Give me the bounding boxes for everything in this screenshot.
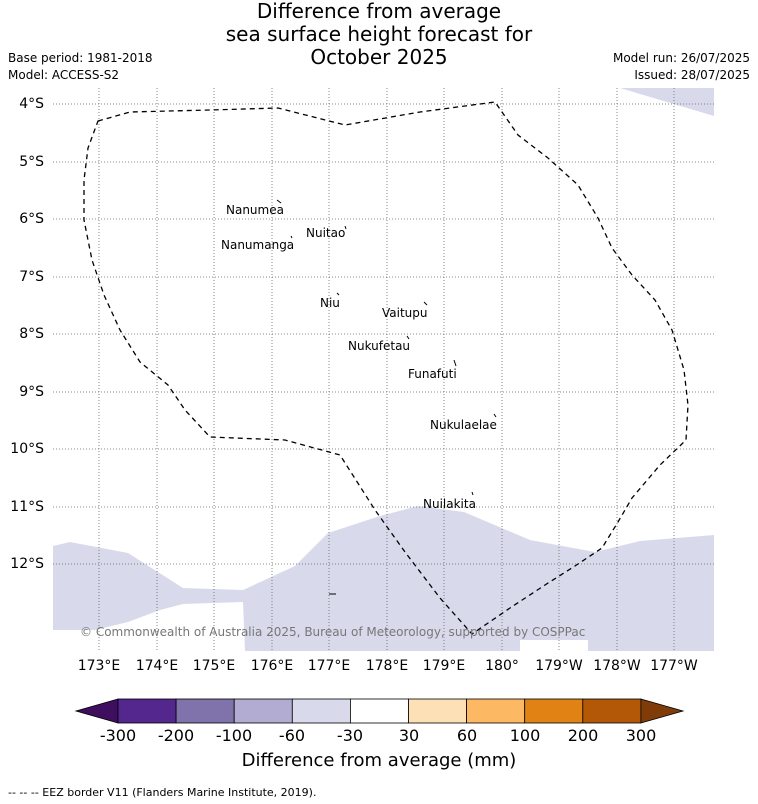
place-label-funafuti: Funafuti xyxy=(408,367,457,381)
colorbar-title: Difference from average (mm) xyxy=(241,750,517,771)
colorbar-segment xyxy=(524,698,584,724)
place-label-nanumea: Nanumea xyxy=(226,203,284,217)
place-label-niu: Niu xyxy=(320,296,340,310)
colorbar-segment xyxy=(175,698,235,724)
graticule xyxy=(53,88,714,651)
colorbar-tick: -30 xyxy=(336,726,364,745)
chart-title: Difference from average sea surface heig… xyxy=(0,0,758,69)
colorbar-segment xyxy=(233,698,293,724)
place-label-nuilakita: Nuilakita xyxy=(423,497,476,511)
title-line-2: sea surface height forecast for xyxy=(225,22,533,46)
colorbar-segment xyxy=(466,698,526,724)
copyright-notice: © Commonwealth of Australia 2025, Bureau… xyxy=(80,625,586,639)
lon-label: 179°W xyxy=(535,658,583,674)
colorbar-tick: 60 xyxy=(456,726,478,745)
colorbar-segment xyxy=(291,698,351,724)
lat-label: 11°S xyxy=(10,499,44,515)
place-label-nukulaelae: Nukulaelae xyxy=(430,418,497,432)
island-niu xyxy=(336,292,340,296)
colorbar-segment xyxy=(408,698,467,724)
colorbar-segment xyxy=(349,698,409,724)
lon-label: 180° xyxy=(485,658,519,674)
run-info: Model run: 26/07/2025 Issued: 28/07/2025 xyxy=(613,50,750,84)
issued-date: Issued: 28/07/2025 xyxy=(634,68,750,82)
lat-label: 8°S xyxy=(19,326,44,342)
lon-label: 175°E xyxy=(192,658,236,674)
lat-label: 6°S xyxy=(19,211,44,227)
title-line-1: Difference from average xyxy=(256,0,502,23)
colorbar xyxy=(74,698,685,724)
title-line-3: October 2025 xyxy=(310,45,448,69)
place-label-vaitupu: Vaitupu xyxy=(382,306,428,320)
colorbar-tick: -300 xyxy=(99,726,137,745)
lat-label: 5°S xyxy=(19,154,44,170)
island-vaitupu xyxy=(423,301,428,306)
lon-label: 178°W xyxy=(593,658,641,674)
island-nanumanga xyxy=(290,235,293,239)
colorbar-tick: -60 xyxy=(278,726,306,745)
island-nukulaelae xyxy=(493,413,497,418)
lon-label: 174°E xyxy=(135,658,179,674)
colorbar-segment xyxy=(117,698,177,724)
island-nuitao xyxy=(344,225,347,230)
island-nuilakita xyxy=(471,491,474,496)
lat-label: 12°S xyxy=(10,556,44,572)
eez-border xyxy=(83,101,689,635)
colorbar-tick: -100 xyxy=(215,726,253,745)
islands xyxy=(276,199,497,595)
island-nanumea xyxy=(276,199,282,204)
base-period: Base period: 1981-2018 xyxy=(8,51,153,65)
colorbar-tick: 100 xyxy=(509,726,541,745)
lat-label: 4°S xyxy=(19,96,44,112)
anomaly-hole xyxy=(53,602,245,651)
lon-label: 179°E xyxy=(422,658,466,674)
lon-label: 177°E xyxy=(307,658,351,674)
lat-label: 9°S xyxy=(19,384,44,400)
lon-label: 173°E xyxy=(77,658,121,674)
colorbar-arrow-low xyxy=(74,698,119,724)
lon-label: 178°E xyxy=(365,658,409,674)
island-nukufetau xyxy=(406,335,410,340)
place-label-nanumanga: Nanumanga xyxy=(221,238,295,252)
model-name: Model: ACCESS-S2 xyxy=(8,68,120,82)
base-period-info: Base period: 1981-2018 Model: ACCESS-S2 xyxy=(8,50,153,84)
lat-label: 10°S xyxy=(10,441,44,457)
place-label-nuitao: Nuitao xyxy=(306,226,346,240)
colorbar-tick: 30 xyxy=(398,726,420,745)
lat-label: 7°S xyxy=(19,269,44,285)
anomaly-shading-northeast xyxy=(620,88,714,116)
colorbar-tick: 200 xyxy=(567,726,599,745)
model-run: Model run: 26/07/2025 xyxy=(612,51,750,65)
lon-label: 176°E xyxy=(250,658,294,674)
island-funafuti xyxy=(453,359,457,367)
colorbar-tick: -200 xyxy=(157,726,195,745)
colorbar-segment xyxy=(582,698,642,724)
sea-level-map xyxy=(53,88,714,651)
place-label-nukufetau: Nukufetau xyxy=(348,339,411,353)
lon-label: 177°W xyxy=(650,658,698,674)
eez-legend: -- -- -- EEZ border V11 (Flanders Marine… xyxy=(8,786,317,799)
colorbar-tick: 300 xyxy=(625,726,657,745)
colorbar-arrow-high xyxy=(640,698,685,724)
